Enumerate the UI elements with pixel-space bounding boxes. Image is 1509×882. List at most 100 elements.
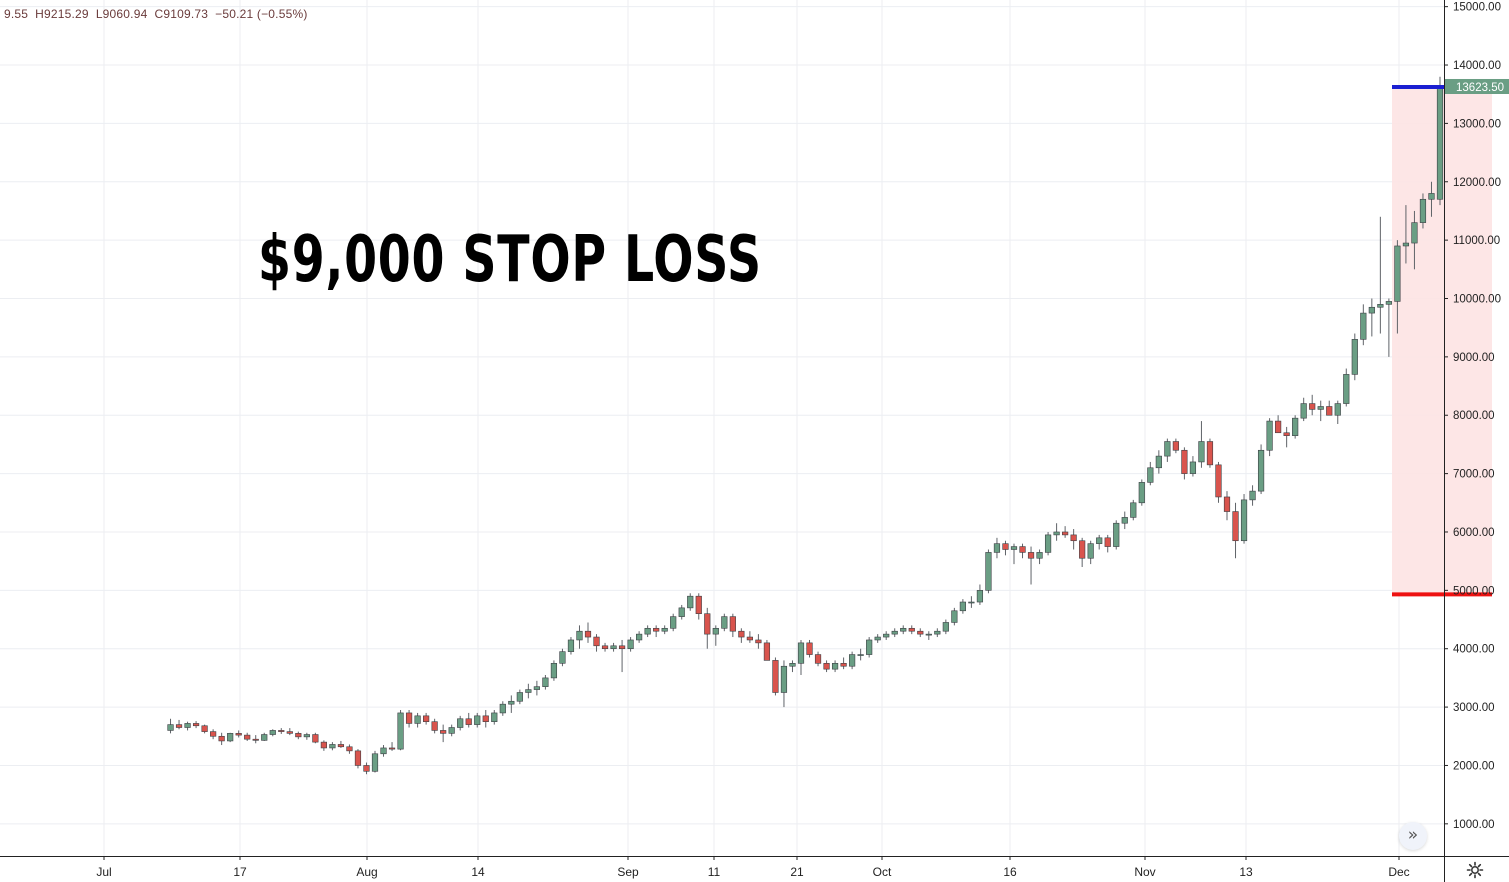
candle-body — [900, 627, 907, 632]
candle-body — [380, 747, 387, 755]
candle-body — [1087, 543, 1094, 559]
price-label: 4000.00 — [1453, 644, 1495, 656]
candle-body — [516, 692, 523, 702]
candle-body — [414, 715, 421, 724]
candle-body — [1019, 546, 1026, 553]
price-label: 8000.00 — [1453, 410, 1495, 422]
candle-body — [601, 645, 609, 650]
candle-body — [849, 654, 856, 667]
candle-body — [610, 645, 617, 650]
candle-body — [252, 738, 259, 741]
candle-body — [499, 703, 506, 714]
candle-body — [1062, 531, 1069, 536]
candle-body — [1130, 502, 1137, 518]
candle-body — [1138, 482, 1145, 504]
ohlc-low: L9060.94 — [95, 7, 148, 21]
candle-body — [866, 639, 873, 655]
candle-body — [1275, 420, 1282, 434]
last-price-label: 13623.50 — [1456, 82, 1504, 94]
ohlc-high: H9215.29 — [35, 7, 89, 21]
candle-body — [1334, 403, 1341, 416]
gear-icon[interactable] — [1465, 860, 1485, 880]
candle-body — [1411, 222, 1418, 244]
ohlc-change: −50.21 (−0.55%) — [215, 7, 308, 21]
candle-body — [320, 741, 327, 749]
candle-body — [636, 633, 643, 641]
candle-body — [1300, 403, 1307, 419]
candle-body — [329, 744, 336, 749]
candle-body — [269, 730, 276, 735]
time-label: 14 — [471, 865, 485, 879]
candle-body — [1428, 193, 1435, 200]
candle-body — [1419, 198, 1427, 223]
candle-body — [670, 616, 677, 629]
candle-body — [346, 746, 353, 752]
candle-body — [1309, 403, 1316, 410]
candle-body — [917, 630, 924, 635]
candle-body — [1027, 552, 1035, 559]
candle-body — [1121, 517, 1128, 524]
ohlc-readout: 9.55 H9215.29 L9060.94 C9109.73 −50.21 (−0.5… — [4, 7, 315, 21]
candle-body — [244, 734, 251, 740]
candle-body — [1283, 432, 1290, 436]
candle-body — [857, 654, 864, 656]
double-chevron-right-icon[interactable]: » — [1399, 822, 1427, 850]
candle-body — [533, 686, 540, 690]
candle-body — [567, 639, 575, 652]
candle-body — [653, 627, 660, 632]
candle-body — [1036, 552, 1043, 559]
candle-body — [661, 627, 668, 632]
candle-body — [1351, 339, 1358, 375]
candle-body — [448, 727, 455, 734]
candle-body — [542, 677, 549, 687]
price-label: 11000.00 — [1453, 235, 1500, 247]
candle-body — [337, 744, 345, 748]
candle-body — [1402, 242, 1410, 247]
candle-body — [482, 715, 489, 722]
candle-body — [704, 613, 711, 635]
candle-body — [763, 642, 771, 661]
candle-body — [1326, 406, 1333, 416]
candle-body — [780, 665, 788, 693]
candle-body — [1385, 301, 1392, 305]
price-label: 9000.00 — [1453, 352, 1495, 364]
candle-body — [1215, 464, 1222, 498]
price-label: 14000.00 — [1453, 60, 1501, 72]
time-label: Sep — [617, 865, 639, 879]
candle-body — [286, 731, 293, 734]
candle-body — [1147, 467, 1154, 483]
candle-body — [354, 750, 362, 766]
candle-body — [925, 633, 932, 636]
candle-body — [593, 636, 600, 647]
candle-body — [721, 616, 728, 629]
candle-body — [883, 633, 890, 638]
candle-body — [1257, 449, 1265, 492]
price-label: 6000.00 — [1453, 527, 1495, 539]
candle-body — [1206, 441, 1214, 466]
candle-body — [261, 734, 268, 741]
candle-body — [1104, 537, 1111, 547]
candle-body — [729, 616, 736, 632]
candle-body — [746, 636, 753, 641]
candle-body — [695, 595, 702, 614]
candle-body — [559, 651, 566, 664]
candle-body — [1181, 449, 1188, 474]
candle-body — [627, 639, 634, 650]
candle-body — [1377, 304, 1384, 308]
candle-body — [388, 747, 396, 750]
candle-body — [1155, 455, 1162, 469]
candle-body — [814, 654, 822, 664]
candle-body — [797, 642, 805, 664]
candle-body — [1053, 531, 1060, 536]
candle-body — [985, 552, 992, 591]
time-label: Dec — [1388, 865, 1409, 879]
candle-body — [431, 721, 438, 731]
candle-body — [1292, 417, 1299, 436]
candle-body — [1394, 245, 1401, 302]
candle-body — [175, 724, 183, 728]
ohlc-close: C9109.73 — [154, 7, 209, 21]
candle-body — [1249, 490, 1256, 501]
candle-body — [840, 663, 847, 667]
